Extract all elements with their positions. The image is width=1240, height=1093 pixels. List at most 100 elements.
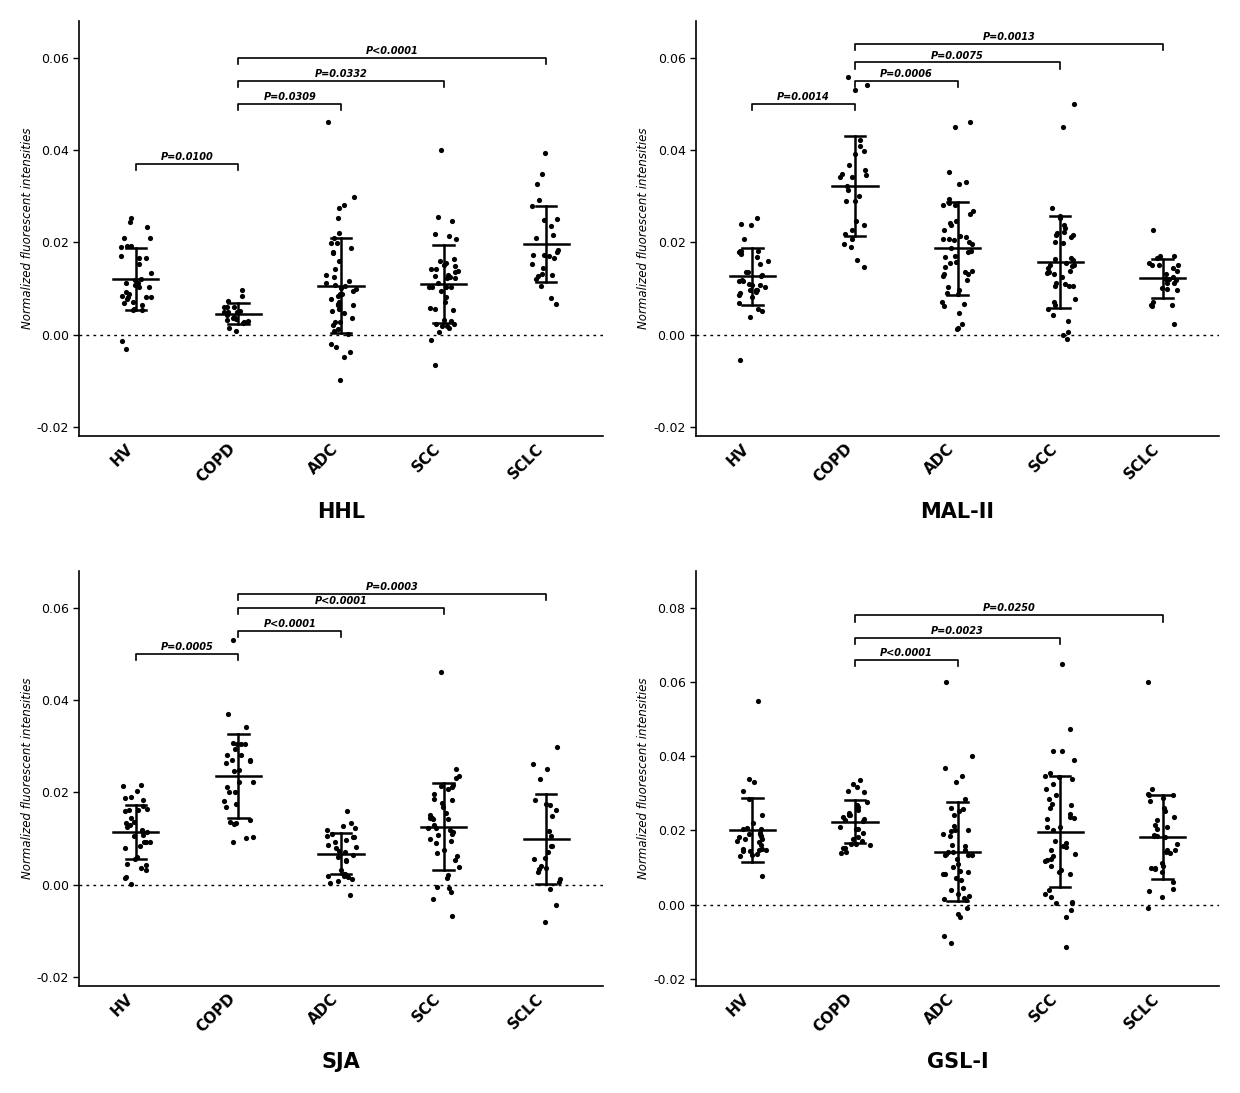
Point xyxy=(1152,889,1172,906)
Point xyxy=(1159,270,1179,287)
Point xyxy=(947,850,967,868)
Point xyxy=(445,263,465,281)
Point xyxy=(735,263,755,281)
Point xyxy=(134,833,154,850)
Point xyxy=(1047,786,1066,803)
Point xyxy=(1063,277,1083,294)
Point xyxy=(957,271,977,289)
Point xyxy=(321,303,341,320)
Point xyxy=(432,795,451,812)
Point xyxy=(945,197,965,214)
Point xyxy=(1141,859,1161,877)
Text: P=0.0075: P=0.0075 xyxy=(931,50,983,60)
Point xyxy=(317,836,337,854)
Point xyxy=(955,841,975,858)
Point xyxy=(120,816,140,834)
Point xyxy=(345,188,365,205)
Point xyxy=(543,226,563,244)
Point xyxy=(854,142,874,160)
Point xyxy=(848,798,868,815)
Point xyxy=(317,827,337,845)
Point xyxy=(122,210,141,227)
Point xyxy=(1141,296,1161,314)
Point xyxy=(1061,894,1081,912)
Point xyxy=(1059,278,1079,295)
Point xyxy=(857,77,877,94)
Point xyxy=(339,272,358,290)
Point xyxy=(342,847,362,865)
X-axis label: GSL-I: GSL-I xyxy=(926,1053,988,1072)
Point xyxy=(750,824,770,842)
Point xyxy=(118,289,138,306)
Point xyxy=(1167,835,1187,853)
Point xyxy=(755,279,775,296)
Point xyxy=(1145,816,1164,834)
Point xyxy=(1053,234,1073,251)
Text: P=0.0309: P=0.0309 xyxy=(263,92,316,102)
Point xyxy=(232,287,252,305)
Point xyxy=(1156,828,1176,846)
Point xyxy=(954,295,973,313)
Point xyxy=(835,225,854,243)
Point xyxy=(935,865,955,882)
Point xyxy=(1063,226,1083,244)
Point xyxy=(849,772,869,789)
Point xyxy=(1056,938,1076,955)
Point xyxy=(936,284,956,302)
Point xyxy=(226,795,246,812)
Point xyxy=(216,754,236,772)
Point xyxy=(1052,861,1071,879)
Point xyxy=(345,820,365,837)
Point xyxy=(746,846,766,863)
Point xyxy=(735,831,755,848)
Point xyxy=(1065,845,1085,862)
Point xyxy=(425,225,445,243)
Point xyxy=(547,210,567,227)
Point xyxy=(742,216,761,234)
Point xyxy=(226,310,246,328)
Point xyxy=(746,283,766,301)
Point xyxy=(962,846,982,863)
Point xyxy=(526,791,546,809)
Point xyxy=(329,848,348,866)
Point xyxy=(751,831,771,848)
Point xyxy=(749,833,769,850)
Point xyxy=(423,811,443,828)
Point xyxy=(739,771,759,788)
Point xyxy=(335,843,355,860)
Point xyxy=(1142,297,1162,315)
Point xyxy=(529,191,549,209)
Point xyxy=(733,781,753,799)
Point xyxy=(835,839,854,857)
Point xyxy=(952,800,972,818)
Point xyxy=(339,325,358,342)
Point xyxy=(224,740,244,757)
Text: P=0.0013: P=0.0013 xyxy=(982,32,1035,42)
Point xyxy=(324,230,343,247)
Point xyxy=(1060,797,1080,814)
Point xyxy=(329,252,348,270)
Point xyxy=(138,824,157,842)
Point xyxy=(744,774,764,791)
Point xyxy=(329,301,348,318)
Point xyxy=(859,836,879,854)
Point xyxy=(534,246,554,263)
Point xyxy=(113,777,133,795)
Point xyxy=(133,821,153,838)
Point xyxy=(317,114,337,131)
Point xyxy=(434,312,454,329)
Point xyxy=(443,212,463,230)
Point xyxy=(746,282,766,299)
Point xyxy=(330,200,350,218)
Point xyxy=(336,853,356,870)
Point xyxy=(854,258,874,275)
Point xyxy=(1060,866,1080,883)
Point xyxy=(846,81,866,98)
Point xyxy=(546,801,565,819)
Point xyxy=(233,315,253,332)
Point xyxy=(335,867,355,884)
Point xyxy=(1047,226,1066,244)
Point xyxy=(739,790,759,808)
Point xyxy=(1064,810,1084,827)
Point xyxy=(542,808,562,825)
